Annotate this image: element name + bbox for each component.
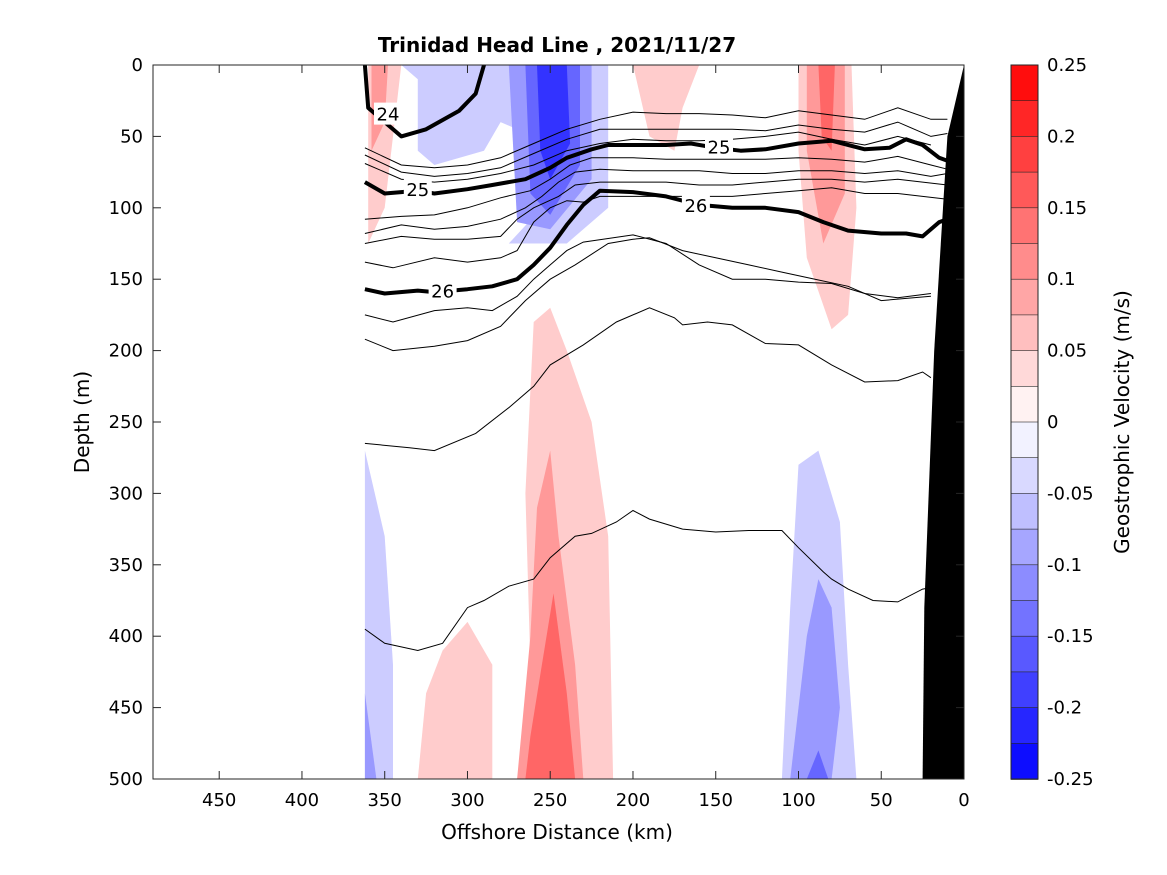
x-axis-ticks: 450 400 350 300 250 200 150 100 50 0 [202,65,970,811]
seafloor-mask [922,65,964,779]
x-tick-label: 100 [781,790,815,811]
velocity-patch [417,621,493,779]
colorbar-tick-label: -0.25 [1047,769,1094,790]
x-tick-label: 0 [958,790,969,811]
colorbar-tick-label: -0.2 [1047,698,1082,719]
y-axis-ticks: 0 50 100 150 200 250 300 350 400 450 500 [109,55,964,790]
x-axis-label: Offshore Distance (km) [441,820,673,844]
colorbar-segments [1010,64,1039,780]
colorbar-segment [1010,136,1039,173]
isopycnal-line-bold [363,137,949,196]
velocity-patch [364,693,377,779]
velocity-patch [525,593,576,779]
colorbar-segment [1010,278,1039,316]
colorbar-segment [1010,528,1039,566]
x-tick-label: 350 [368,790,402,811]
colorbar-label: Geostrophic Velocity (m/s) [1110,290,1134,554]
x-tick-label: 300 [450,790,484,811]
chart-title: Trinidad Head Line , 2021/11/27 [378,33,736,57]
y-tick-label: 500 [109,769,143,790]
y-tick-label: 400 [109,626,143,647]
velocity-patch [806,65,845,244]
velocity-patch [790,579,840,779]
seafloor-polygon [922,65,964,779]
colorbar-tick-label: 0.15 [1047,198,1087,219]
y-tick-label: 200 [109,341,143,362]
contour-label-background [705,135,733,158]
isopycnal-line-bold [362,65,486,139]
y-tick-label: 350 [109,555,143,576]
x-tick-label: 400 [285,790,319,811]
velocity-patch [806,750,829,779]
colorbar-tick-label: -0.05 [1047,483,1094,504]
isopycnal-lines [362,65,949,652]
isopycnal-line [364,121,948,177]
x-tick-label: 250 [533,790,567,811]
x-tick-label: 450 [202,790,236,811]
colorbar-segment [1010,100,1039,138]
y-tick-label: 0 [132,55,143,76]
isopycnal-line [364,187,948,269]
colorbar-tick-label: -0.15 [1047,626,1094,647]
contour-label-background [428,279,457,302]
contour-label-background [374,102,402,125]
y-tick-label: 50 [120,126,143,147]
colorbar-segment [1010,600,1039,638]
velocity-patch [364,450,393,779]
colorbar-segment [1010,64,1039,102]
colorbar-ticks: 0.25 0.2 0.15 0.1 0.05 0 -0.05 -0.1 -0.15 -0.2 -0.… [1047,55,1094,790]
colorbar-segment [1010,457,1039,495]
contour-label: 25 [708,137,731,158]
isopycnal-line [364,107,948,169]
isopycnal-line [364,237,931,352]
isopycnal-line [364,155,948,220]
contour-label: 26 [684,196,707,217]
colorbar-tick-label: 0 [1047,412,1058,433]
contour-label: 26 [431,282,454,303]
colorbar-tick-label: -0.1 [1047,555,1082,576]
isopycnal-line-bold [364,188,949,296]
x-tick-label: 50 [870,790,893,811]
x-tick-label: 150 [699,790,733,811]
colorbar-tick-label: 0.05 [1047,341,1087,362]
y-tick-label: 450 [109,698,143,719]
colorbar-segment [1010,314,1039,352]
colorbar-tick-label: 0.25 [1047,55,1087,76]
isopycnal-line [364,509,931,652]
colorbar-segment [1010,243,1039,281]
colorbar-segment [1010,742,1039,780]
isopycnal-line [364,234,931,323]
contour-label-background [681,193,710,216]
x-tick-label: 200 [616,790,650,811]
colorbar-segment [1010,671,1039,709]
isopycnal-line [364,178,948,244]
y-axis-label: Depth (m) [70,371,94,473]
colorbar: 0.25 0.2 0.15 0.1 0.05 0 -0.05 -0.1 -0.15 -0.2 -0.… [1010,55,1094,790]
velocity-patch [537,65,571,180]
colorbar-segment [1010,385,1039,423]
contour-label-background [403,178,432,201]
colorbar-segment [1010,707,1039,745]
y-tick-label: 300 [109,483,143,504]
contour-labels: 24 25 25 26 26 [374,102,733,303]
y-tick-label: 100 [109,198,143,219]
colorbar-frame [1010,64,1039,780]
colorbar-segment [1010,635,1039,673]
contour-label: 24 [377,105,400,126]
colorbar-segment [1010,493,1039,530]
y-tick-label: 150 [109,269,143,290]
isopycnal-line [364,168,948,234]
isopycnal-line [364,307,932,452]
colorbar-segment [1010,171,1039,209]
contour-label: 25 [406,180,429,201]
y-tick-label: 250 [109,412,143,433]
colorbar-segment [1010,207,1039,245]
colorbar-segment [1010,350,1039,388]
colorbar-tick-label: 0.1 [1047,269,1076,290]
colorbar-segment [1010,421,1039,459]
colorbar-tick-label: 0.2 [1047,126,1076,147]
colorbar-segment [1010,564,1039,602]
